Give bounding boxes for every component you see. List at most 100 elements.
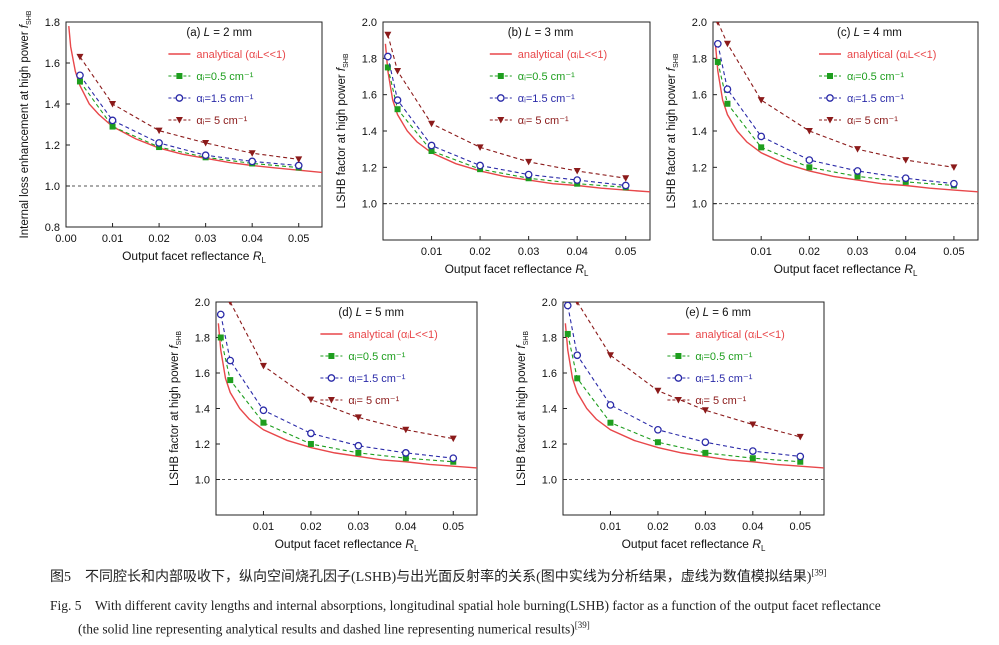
caption-english-line2: (the solid line representing analytical …: [78, 620, 999, 638]
data-point-square: [758, 144, 765, 151]
y-tick-label: 1.0: [362, 199, 377, 211]
y-axis-label: Internal loss enhancement at high power …: [19, 10, 33, 238]
x-axis-label: Output facet reflectance RL: [622, 537, 766, 553]
data-point-triangle: [354, 414, 362, 421]
y-tick-label: 2.0: [542, 297, 557, 309]
x-tick-label: 0.02: [469, 246, 490, 258]
y-tick-label: 1.6: [542, 368, 557, 380]
y-axis-label: LSHB factor at high power fSHB: [336, 53, 350, 208]
data-point-circle: [713, 39, 722, 48]
legend-marker-triangle: [497, 117, 505, 124]
y-tick-label: 1.0: [542, 475, 557, 487]
data-point-circle: [573, 351, 582, 360]
plot-frame: [382, 21, 651, 241]
legend-label-series-1: αᵢ=0.5 cm⁻¹: [695, 351, 752, 363]
data-point-triangle: [701, 407, 709, 414]
legend-label-series-2: αᵢ=1.5 cm⁻¹: [348, 373, 405, 385]
x-tick-label: 0.05: [943, 246, 964, 258]
series-line-3: [229, 302, 454, 440]
legend: (a) L = 2 mm analytical (αᵢL<<1) αᵢ=0.5 cm…: [168, 27, 286, 127]
x-tick-label: 0.00: [55, 233, 76, 245]
x-tick-label: 0.04: [395, 521, 416, 533]
data-point-circle: [950, 179, 958, 188]
y-tick-label: 1.6: [195, 368, 210, 380]
data-point-triangle: [749, 421, 757, 428]
series-line-1: [387, 67, 626, 188]
data-point-square: [227, 377, 234, 384]
y-tick-label: 1.4: [692, 126, 707, 138]
data-point-square: [428, 147, 435, 154]
data-point-circle: [294, 161, 303, 170]
x-axis-label: Output facet reflectance RL: [774, 262, 918, 278]
data-point-circle: [155, 139, 163, 147]
analytical-line: [68, 26, 322, 174]
data-point-circle: [476, 161, 484, 170]
y-tick-label: 0.8: [45, 222, 60, 234]
legend-marker-circle: [826, 94, 834, 102]
series-line-3: [717, 22, 954, 168]
data-point-triangle: [449, 435, 457, 443]
legend-marker-square: [827, 73, 833, 79]
data-point-triangle: [307, 396, 315, 404]
legend-label-series-2: αᵢ=1.5 cm⁻¹: [196, 93, 253, 105]
data-point-triangle: [76, 53, 84, 61]
y-tick-label: 1.2: [195, 439, 210, 451]
data-point-circle: [524, 170, 533, 179]
data-point-triangle: [573, 167, 581, 175]
legend-label-analytical: analytical (αᵢL<<1): [196, 49, 285, 61]
data-point-square: [797, 458, 804, 465]
data-point-triangle: [654, 387, 662, 395]
legend-marker-circle: [175, 94, 184, 102]
series-line-3: [79, 56, 299, 160]
data-point-triangle: [723, 40, 731, 48]
data-point-circle: [853, 167, 862, 175]
plot-area: [68, 26, 322, 174]
x-tick-label: 0.02: [799, 246, 820, 258]
data-point-square: [724, 100, 731, 107]
caption-chinese-text: 图5 不同腔长和内部吸收下，纵向空间烧孔因子(LSHB)与出光面反射率的关系(图…: [50, 570, 812, 585]
y-tick-label: 1.0: [195, 475, 210, 487]
chart-panel-1: 0.00 0.01 0.02 0.03 0.04 0.05 0.8 1.0 1.2 1.4 1.6 1…: [19, 10, 323, 265]
series-line-2: [79, 74, 299, 167]
y-tick-label: 1.2: [45, 140, 60, 152]
x-axis-label: Output facet reflectance RL: [275, 537, 419, 553]
y-tick-label: 2.0: [692, 17, 707, 29]
data-point-square: [217, 334, 224, 341]
plot-frame: [712, 21, 979, 241]
legend-label-series-3: αᵢ= 5 cm⁻¹: [518, 115, 569, 127]
plot-area: [563, 302, 824, 469]
data-point-circle: [427, 141, 436, 150]
data-point-circle: [573, 176, 582, 184]
data-point-triangle: [622, 175, 630, 182]
x-tick-label: 0.05: [288, 233, 309, 245]
y-tick-label: 1.4: [362, 126, 377, 138]
y-tick-label: 1.0: [692, 199, 707, 211]
data-point-circle: [76, 71, 84, 80]
y-tick-label: 1.8: [692, 53, 707, 65]
x-tick-label: 0.02: [300, 521, 321, 533]
data-point-square: [260, 419, 267, 426]
series-line-1: [567, 333, 801, 463]
data-point-circle: [748, 447, 757, 455]
plot-area: [713, 22, 978, 193]
legend-label-series-1: αᵢ=0.5 cm⁻¹: [518, 71, 575, 83]
data-point-triangle: [228, 302, 233, 306]
x-tick-label: 0.01: [750, 246, 771, 258]
data-point-triangle: [902, 157, 910, 164]
x-tick-label: 0.04: [742, 521, 763, 533]
chart-panel-2: 0.01 0.02 0.03 0.04 0.05 1.0 1.2 1.4 1.6 1.8 2.0 Ou…: [336, 17, 651, 278]
x-tick-label: 0.01: [102, 233, 123, 245]
chart-panel-5: 0.01 0.02 0.03 0.04 0.05 1.0 1.2 1.4 1.6 1.8 2.0 Ou…: [516, 297, 825, 553]
legend-label-series-3: αᵢ= 5 cm⁻¹: [348, 395, 399, 407]
data-point-circle: [108, 116, 117, 125]
data-point-triangle: [295, 156, 303, 163]
data-point-circle: [654, 425, 662, 434]
x-tick-label: 0.02: [148, 233, 169, 245]
data-point-triangle: [950, 164, 958, 171]
plot-frame: [562, 301, 825, 516]
data-point-triangle: [805, 128, 813, 135]
legend: (c) L = 4 mm analytical (αᵢL<<1) αᵢ=0.5 cm…: [819, 27, 936, 127]
data-point-circle: [563, 302, 572, 310]
data-point-square: [564, 330, 571, 337]
x-tick-label: 0.05: [443, 521, 464, 533]
